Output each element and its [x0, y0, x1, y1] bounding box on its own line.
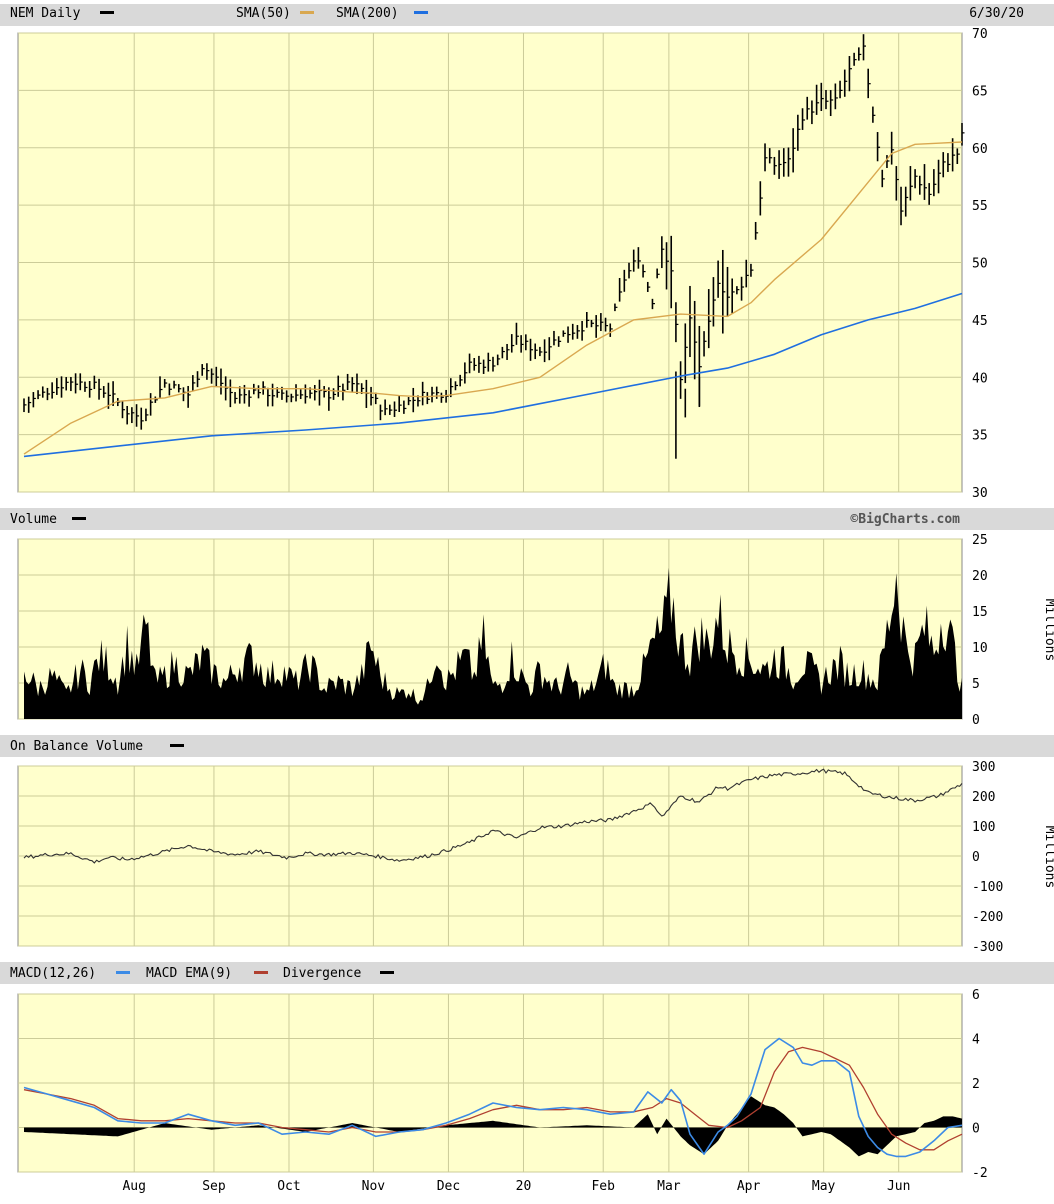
y-tick-label: 35	[972, 429, 988, 444]
y-tick-label: 2	[972, 1077, 980, 1092]
y-tick-label: 10	[972, 641, 988, 656]
y-tick-label: 45	[972, 314, 988, 329]
y-tick-label: 55	[972, 199, 988, 214]
y-tick-label: 20	[972, 569, 988, 584]
x-tick-label: Dec	[437, 1179, 460, 1194]
obv-title: On Balance Volume	[10, 739, 143, 754]
y-tick-label: 15	[972, 605, 988, 620]
legend-divergence-swatch	[380, 971, 394, 974]
y-tick-label: 0	[972, 1122, 980, 1137]
chart-marks	[23, 34, 965, 1158]
y-tick-label: 70	[972, 27, 988, 42]
volume-unit-label: Millions	[1042, 599, 1054, 662]
price-title-swatch	[100, 11, 114, 14]
panel-header-bar	[0, 508, 1054, 530]
legend-macd-ema-label: MACD EMA(9)	[146, 966, 232, 981]
sma50-line	[23, 141, 963, 455]
chart-frame: Aug Sep Oct Nov Dec 20 Feb Mar Apr May Jun70656055…	[0, 4, 1054, 1194]
macd-line	[23, 1037, 963, 1158]
x-tick-label: Sep	[202, 1179, 226, 1194]
y-tick-label: 6	[972, 988, 980, 1003]
y-tick-label: -300	[972, 940, 1003, 955]
price-title: NEM Daily	[10, 6, 81, 21]
panel-header-bar	[0, 4, 1054, 26]
y-tick-label: 30	[972, 486, 988, 501]
y-tick-label: 5	[972, 677, 980, 692]
obv-line	[23, 768, 963, 864]
y-tick-label: 25	[972, 533, 988, 548]
x-tick-label: Feb	[591, 1179, 615, 1194]
sma200-line	[23, 292, 963, 458]
y-tick-label: 100	[972, 820, 995, 835]
x-tick-label: Jun	[887, 1179, 910, 1194]
y-tick-label: 4	[972, 1033, 980, 1048]
x-tick-label: Oct	[277, 1179, 300, 1194]
y-tick-label: 0	[972, 850, 980, 865]
price-header: NEM Daily SMA(50) SMA(200) 6/30/20	[10, 6, 1024, 21]
x-tick-label: May	[812, 1179, 836, 1194]
legend-macd-label: MACD(12,26)	[10, 966, 96, 981]
x-tick-label: 20	[516, 1179, 532, 1194]
source-credit: ©BigCharts.com	[850, 512, 960, 527]
x-tick-label: Aug	[122, 1179, 145, 1194]
chart-date: 6/30/20	[969, 6, 1024, 21]
volume-title: Volume	[10, 512, 57, 527]
y-tick-label: -100	[972, 880, 1003, 895]
y-tick-label: 50	[972, 257, 988, 272]
y-tick-label: 65	[972, 84, 988, 99]
legend-divergence-label: Divergence	[283, 966, 361, 981]
panel-header-bar	[0, 735, 1054, 757]
divergence-area	[24, 1096, 962, 1157]
volume-title-swatch	[72, 517, 86, 520]
y-tick-label: 0	[972, 713, 980, 728]
y-tick-label: 300	[972, 760, 995, 775]
y-tick-label: 60	[972, 142, 988, 157]
x-tick-label: Nov	[362, 1179, 386, 1194]
obv-title-swatch	[170, 744, 184, 747]
legend-sma50-label: SMA(50)	[236, 6, 291, 21]
legend-sma200-swatch	[414, 11, 428, 14]
volume-header: Volume ©BigCharts.com	[10, 512, 960, 527]
obv-header: On Balance Volume	[10, 739, 184, 754]
legend-sma200-label: SMA(200)	[336, 6, 399, 21]
macd-header: MACD(12,26) MACD EMA(9) Divergence	[10, 966, 394, 981]
obv-unit-label: Millions	[1042, 826, 1054, 889]
legend-macd-swatch	[116, 971, 130, 974]
x-tick-label: Apr	[737, 1179, 761, 1194]
y-tick-label: -200	[972, 910, 1003, 925]
panel-header-bar	[0, 962, 1054, 984]
x-tick-label: Mar	[657, 1179, 681, 1194]
volume-area	[24, 567, 962, 719]
legend-macd-ema-swatch	[254, 971, 268, 974]
y-tick-label: -2	[972, 1166, 988, 1181]
y-tick-label: 200	[972, 790, 995, 805]
legend-sma50-swatch	[300, 11, 314, 14]
y-tick-label: 40	[972, 371, 988, 386]
